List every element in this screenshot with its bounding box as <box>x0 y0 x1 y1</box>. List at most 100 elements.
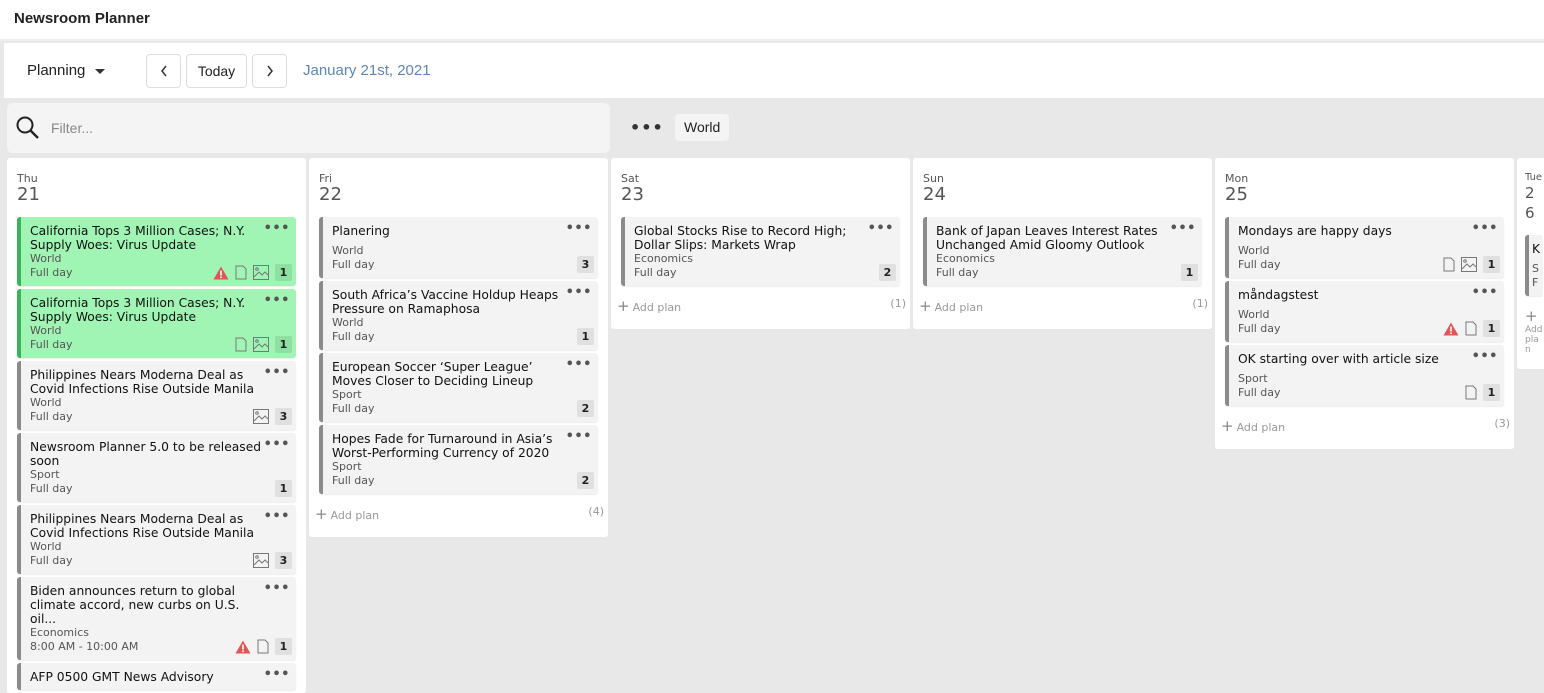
today-button[interactable]: Today <box>186 54 247 88</box>
plan-section: Sport <box>332 460 362 473</box>
plan-card[interactable]: South Africa’s Vaccine Holdup Heaps Pres… <box>319 281 598 350</box>
plan-time: F <box>1532 276 1539 289</box>
card-menu-button[interactable]: ••• <box>1471 285 1498 300</box>
card-menu-button[interactable]: ••• <box>263 293 290 308</box>
plan-icons: 1 <box>577 328 594 345</box>
add-plan-label: Add plan <box>1236 421 1286 434</box>
item-count-badge: 3 <box>577 256 594 273</box>
add-plan-button[interactable]: + Add plan (1) <box>617 289 906 329</box>
plan-card[interactable]: K S F ••• <box>1525 235 1543 296</box>
card-menu-button[interactable]: ••• <box>565 221 592 236</box>
add-plan-label: Add plan <box>1525 325 1543 355</box>
filter-chip-world[interactable]: World <box>675 114 730 141</box>
plan-card[interactable]: Mondays are happy days World Full day ••… <box>1225 217 1504 278</box>
view-selector[interactable]: Planning <box>27 62 106 79</box>
app-title: Newsroom Planner <box>14 10 150 27</box>
card-menu-button[interactable]: ••• <box>1169 221 1196 236</box>
document-icon <box>235 337 247 352</box>
next-button[interactable] <box>252 54 287 88</box>
plan-card[interactable]: OK starting over with article size Sport… <box>1225 345 1504 406</box>
item-count-badge: 1 <box>275 638 292 655</box>
plan-card[interactable]: Bank of Japan Leaves Interest Rates Unch… <box>923 217 1202 286</box>
add-plan-button[interactable]: +Add plan <box>1525 299 1543 369</box>
day-column-sun: Sun 24 Bank of Japan Leaves Interest Rate… <box>913 158 1212 329</box>
day-name: Sat <box>621 172 640 185</box>
card-menu-button[interactable]: ••• <box>263 509 290 524</box>
card-menu-button[interactable]: ••• <box>263 365 290 380</box>
plan-card[interactable]: Global Stocks Rise to Record High; Dolla… <box>621 217 900 286</box>
plan-card[interactable]: AFP 0500 GMT News Advisory ••• <box>17 663 296 690</box>
warning-icon <box>213 266 229 279</box>
more-options-button[interactable]: ••• <box>630 118 664 137</box>
add-plan-button[interactable]: + Add plan (3) <box>1221 409 1510 449</box>
plan-card[interactable]: Philippines Nears Moderna Deal as Covid … <box>17 505 296 574</box>
plan-time: Full day <box>332 402 375 415</box>
card-menu-button[interactable]: ••• <box>263 437 290 452</box>
plan-icons: 3 <box>253 408 292 425</box>
plan-section: Sport <box>332 388 362 401</box>
item-count-badge: 1 <box>1181 264 1198 281</box>
plan-card[interactable]: Planering World Full day ••• 3 <box>319 217 598 278</box>
item-count-badge: 2 <box>577 472 594 489</box>
plan-title: European Soccer ‘Super League’ Moves Clo… <box>332 360 534 388</box>
day-number: 24 <box>923 184 946 205</box>
plan-icons: 1 <box>1181 264 1198 281</box>
plan-count: (1) <box>1192 297 1208 310</box>
day-number: 22 <box>319 184 342 205</box>
plan-card[interactable]: Biden announces return to global climate… <box>17 577 296 660</box>
plan-time: Full day <box>1238 322 1281 335</box>
plan-card[interactable]: måndagstest World Full day ••• 1 <box>1225 281 1504 342</box>
card-menu-button[interactable]: ••• <box>1471 221 1498 236</box>
plan-time: Full day <box>332 474 375 487</box>
current-date[interactable]: January 21st, 2021 <box>303 62 431 79</box>
plan-card[interactable]: European Soccer ‘Super League’ Moves Clo… <box>319 353 598 422</box>
warning-icon <box>235 640 251 653</box>
card-menu-button[interactable]: ••• <box>263 667 290 682</box>
plan-time: Full day <box>30 338 73 351</box>
plan-time: Full day <box>936 266 979 279</box>
card-menu-button[interactable]: ••• <box>565 285 592 300</box>
view-label: Planning <box>27 62 86 79</box>
document-icon <box>235 265 247 280</box>
plan-title: AFP 0500 GMT News Advisory <box>30 670 214 684</box>
card-menu-button[interactable]: ••• <box>867 221 894 236</box>
add-plan-label: Add plan <box>330 509 380 522</box>
image-icon <box>253 409 269 424</box>
plan-section: World <box>1238 308 1270 321</box>
plan-card[interactable]: Newsroom Planner 5.0 to be released soon… <box>17 433 296 502</box>
prev-button[interactable] <box>146 54 181 88</box>
plan-time: 8:00 AM - 10:00 AM <box>30 640 139 653</box>
card-menu-button[interactable]: ••• <box>565 357 592 372</box>
card-menu-button[interactable]: ••• <box>1471 349 1498 364</box>
plan-card[interactable]: Hopes Fade for Turnaround in Asia’s Wors… <box>319 425 598 494</box>
add-plan-button[interactable]: + Add plan (1) <box>919 289 1208 329</box>
plan-card[interactable]: Philippines Nears Moderna Deal as Covid … <box>17 361 296 430</box>
plan-icons: 3 <box>253 552 292 569</box>
plan-title: South Africa’s Vaccine Holdup Heaps Pres… <box>332 288 559 316</box>
plan-section: World <box>332 316 364 329</box>
document-icon <box>1465 385 1477 400</box>
caret-down-icon <box>95 68 106 74</box>
add-plan-button[interactable]: + Add plan (4) <box>315 497 604 537</box>
card-menu-button[interactable]: ••• <box>565 429 592 444</box>
plus-icon: + <box>617 297 630 315</box>
plan-card[interactable]: California Tops 3 Million Cases; N.Y. Su… <box>17 289 296 358</box>
card-menu-button[interactable]: ••• <box>263 581 290 596</box>
plan-title: Philippines Nears Moderna Deal as Covid … <box>30 368 255 396</box>
filter-input[interactable] <box>51 120 571 136</box>
plan-title: Bank of Japan Leaves Interest Rates Unch… <box>936 224 1158 252</box>
plan-card[interactable]: California Tops 3 Million Cases; N.Y. Su… <box>17 217 296 286</box>
day-name: Thu <box>17 172 38 185</box>
item-count-badge: 3 <box>275 552 292 569</box>
plan-title: Planering <box>332 224 390 238</box>
plan-time: Full day <box>1238 386 1281 399</box>
filter-bar <box>7 103 610 153</box>
day-number: 26 <box>1525 184 1535 222</box>
plan-section: World <box>332 244 364 257</box>
plus-icon: + <box>1221 417 1234 435</box>
plan-icons: 1 <box>1443 320 1500 337</box>
plan-title: California Tops 3 Million Cases; N.Y. Su… <box>30 224 246 252</box>
plan-icons: 1 <box>213 264 292 281</box>
card-menu-button[interactable]: ••• <box>263 221 290 236</box>
